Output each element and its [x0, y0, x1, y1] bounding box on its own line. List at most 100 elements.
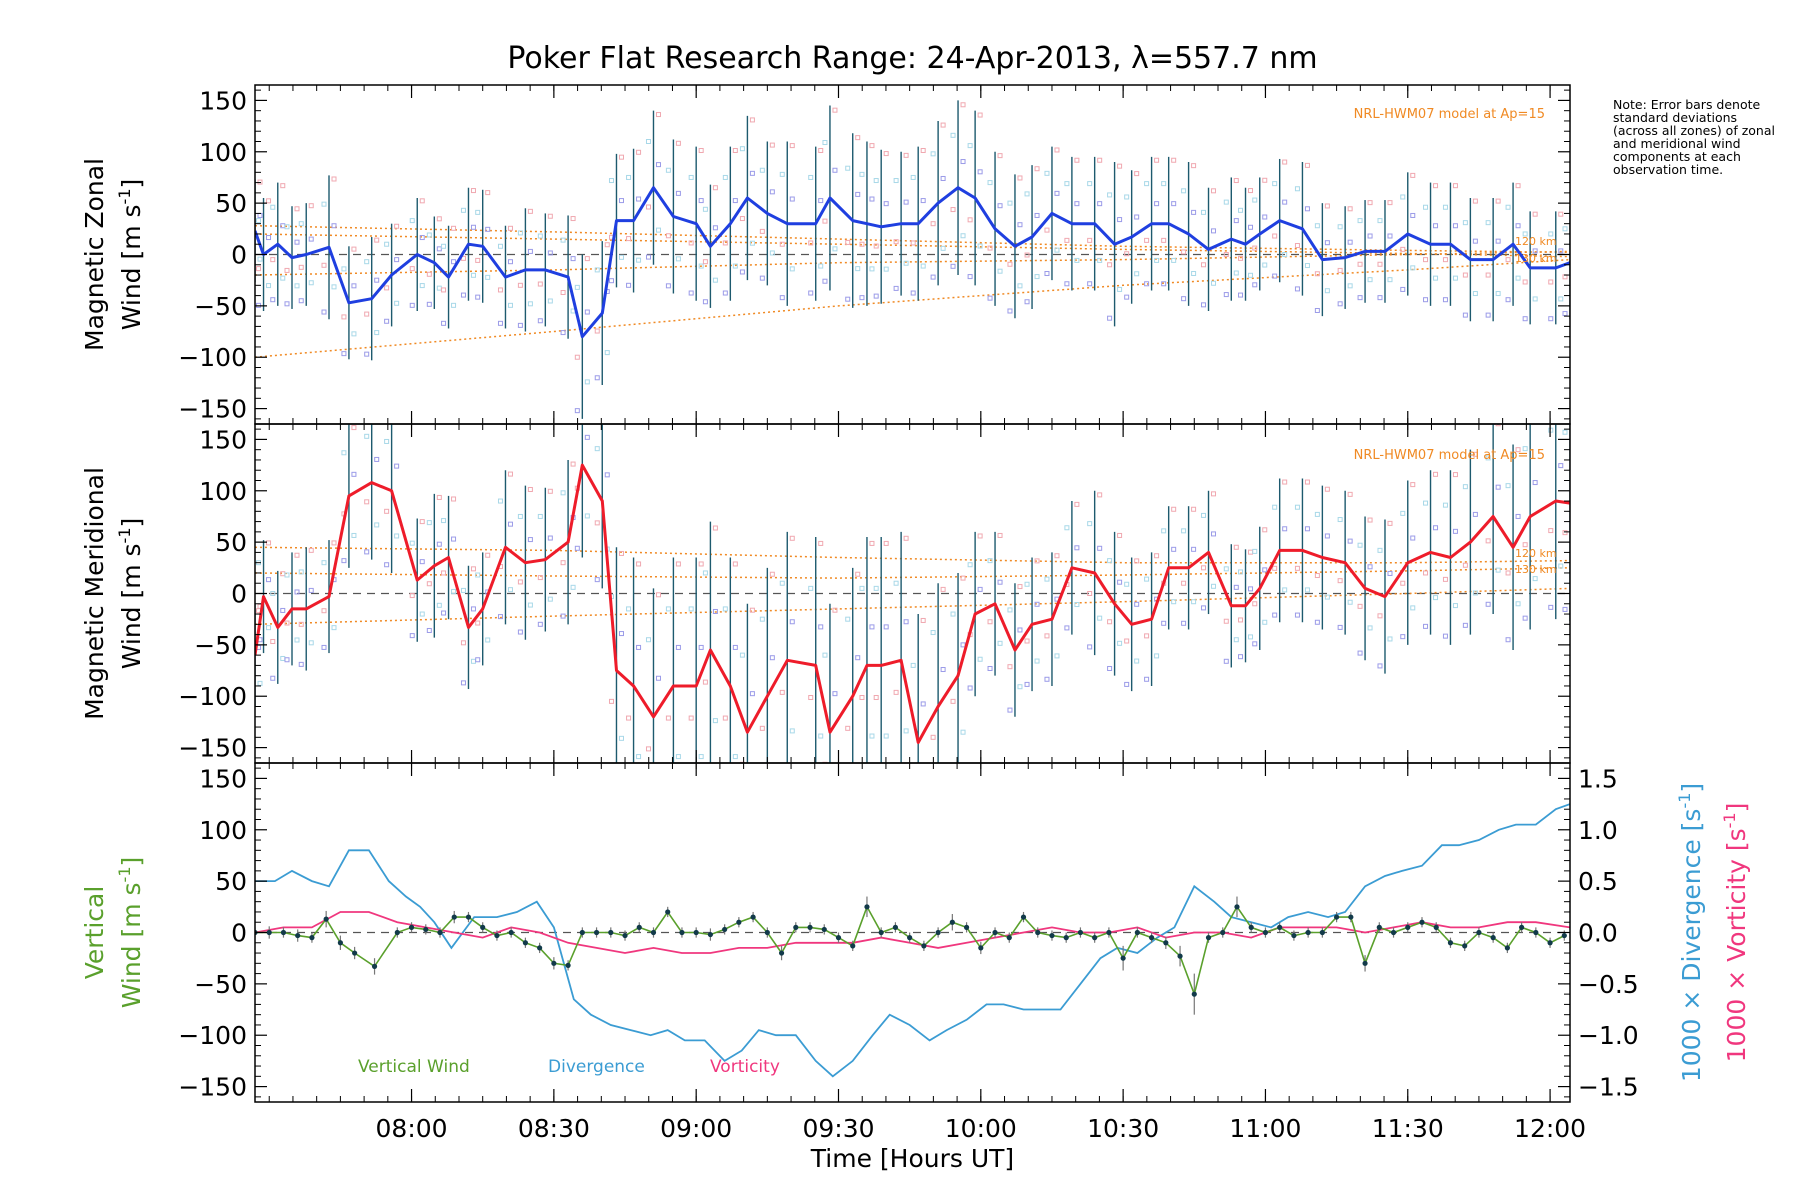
- zone-point: [507, 302, 513, 308]
- zone-point: [845, 616, 851, 622]
- zone-point: [712, 718, 718, 724]
- zone-point: [1337, 624, 1343, 630]
- zone-point: [475, 294, 481, 300]
- vertical-wind-point: [1205, 935, 1212, 941]
- zone-point: [1262, 262, 1268, 268]
- y-tick-label: −50: [194, 631, 247, 660]
- zone-point: [1211, 228, 1217, 234]
- zone-point: [618, 154, 624, 160]
- zone-point: [384, 508, 390, 514]
- zone-point: [460, 207, 466, 213]
- zone-point: [584, 379, 590, 385]
- vertical-wind-point: [1533, 929, 1539, 936]
- right-y-tick-label: 0.5: [1578, 867, 1618, 896]
- zone-point: [1505, 204, 1511, 210]
- vertical-wind-point: [963, 924, 970, 930]
- x-tick-label: 12:00: [1514, 1114, 1586, 1143]
- zone-point: [1337, 267, 1343, 273]
- model-height-label: 120 km: [1515, 235, 1557, 248]
- zone-point: [527, 486, 533, 492]
- vertical-wind-point: [1020, 914, 1027, 920]
- zone-point: [1282, 526, 1288, 532]
- model-height-label: 120 km: [1515, 547, 1557, 560]
- zone-point: [1054, 190, 1060, 196]
- zone-point: [1314, 223, 1320, 229]
- zone-point: [1400, 580, 1406, 586]
- zone-point: [1548, 427, 1554, 433]
- zone-point: [1064, 237, 1070, 243]
- zone-point: [1161, 181, 1167, 187]
- vertical-wind-point: [878, 929, 884, 936]
- vertical-wind-point: [807, 924, 813, 930]
- vertical-wind-point: [295, 932, 301, 939]
- zone-point: [570, 584, 576, 590]
- zone-point: [570, 256, 576, 262]
- zone-point: [527, 537, 533, 543]
- zone-point: [1124, 194, 1130, 200]
- zone-point: [1324, 594, 1330, 600]
- zone-point: [298, 569, 304, 575]
- zone-point: [321, 644, 327, 650]
- zone-point: [618, 735, 624, 741]
- zone-point: [883, 540, 889, 546]
- zone-point: [1304, 263, 1310, 269]
- zone-point: [1064, 525, 1070, 531]
- zone-point: [547, 250, 553, 256]
- zone-point: [1515, 223, 1521, 229]
- zone-point: [441, 570, 447, 576]
- vertical-wind-point: [1063, 935, 1069, 941]
- zone-point: [321, 201, 327, 207]
- zone-point: [594, 328, 600, 334]
- zone-point: [1573, 466, 1577, 470]
- zone-point: [1485, 601, 1491, 607]
- vertical-wind-point: [494, 932, 500, 939]
- zone-point: [384, 562, 390, 568]
- zone-point: [1107, 315, 1113, 321]
- zone-point: [920, 617, 926, 623]
- zone-point: [1515, 447, 1521, 453]
- zone-point: [1248, 586, 1254, 592]
- zone-point: [341, 266, 347, 272]
- zone-point: [594, 267, 600, 273]
- zone-point: [675, 256, 681, 262]
- zone-point: [1074, 545, 1080, 551]
- zone-point: [284, 572, 290, 578]
- zone-point: [1054, 247, 1060, 253]
- zone-point: [1505, 637, 1511, 643]
- zone-point: [537, 281, 543, 287]
- zone-point: [1314, 271, 1320, 277]
- vertical-wind-point: [1291, 932, 1297, 939]
- zone-point: [855, 655, 861, 661]
- vertical-wind-point: [793, 924, 799, 930]
- zone-point: [921, 811, 925, 815]
- zone-point: [960, 642, 966, 648]
- zone-point: [1337, 578, 1343, 584]
- vertical-wind-point: [1476, 929, 1482, 936]
- zone-point: [869, 143, 875, 149]
- zone-point: [527, 248, 533, 254]
- zone-point: [1007, 607, 1013, 613]
- zone-point: [604, 350, 610, 356]
- zone-point: [1201, 302, 1207, 308]
- zone-point: [1485, 312, 1491, 318]
- vertical-wind-point: [408, 924, 415, 930]
- vertical-wind-point: [907, 935, 913, 941]
- zone-point: [497, 614, 503, 620]
- zone-point: [351, 331, 357, 337]
- zone-point: [364, 259, 370, 265]
- zone-point: [883, 151, 889, 157]
- zone-point: [1324, 203, 1330, 209]
- zone-point: [1387, 520, 1393, 526]
- zone-point: [967, 274, 973, 280]
- zone-point: [1548, 316, 1554, 322]
- zone-point: [1442, 297, 1448, 303]
- vertical-wind-point: [921, 943, 927, 949]
- zone-point: [384, 285, 390, 291]
- series-line-meridional: [255, 463, 1570, 744]
- zone-point: [675, 644, 681, 650]
- vertical-wind-point: [1447, 940, 1454, 946]
- vertical-wind-point: [1148, 935, 1155, 941]
- y-tick-label: 0: [231, 919, 247, 948]
- zone-point: [1117, 217, 1123, 223]
- zone-point: [967, 217, 973, 223]
